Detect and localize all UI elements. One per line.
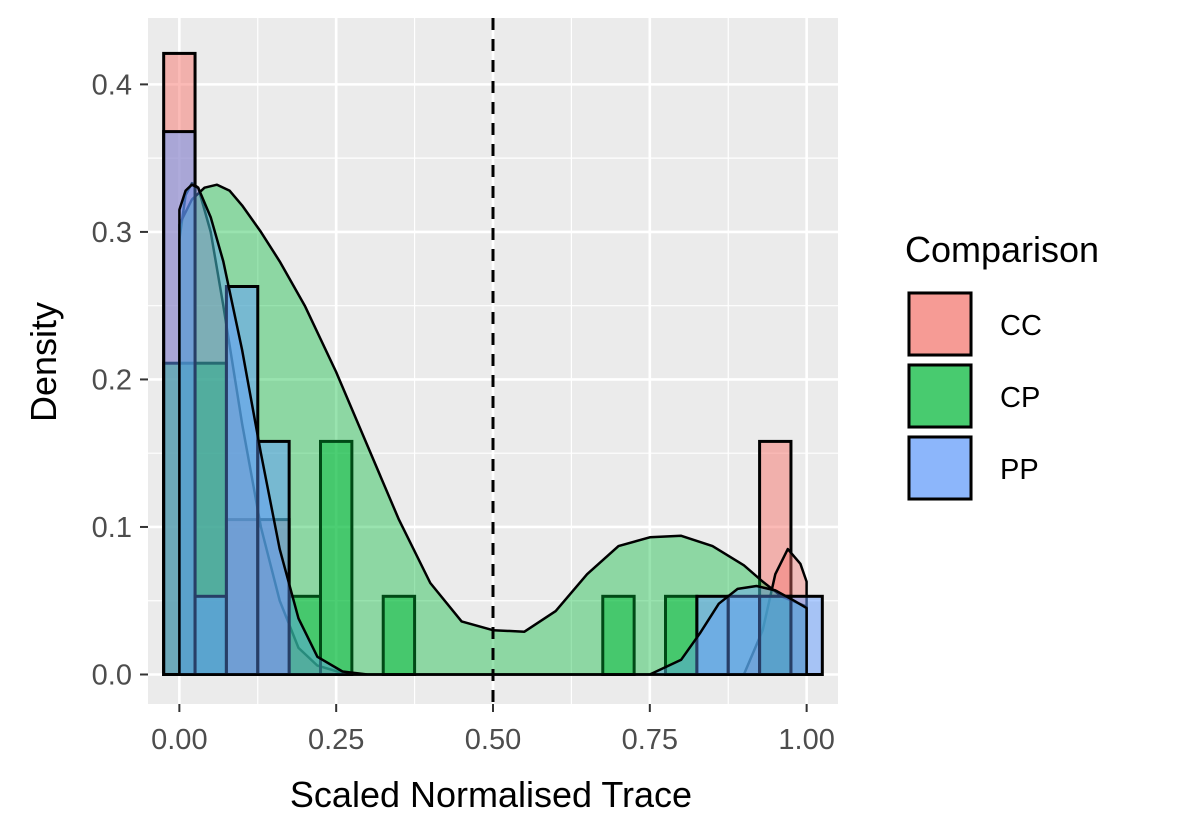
y-tick-label: 0.4 (92, 69, 132, 101)
y-axis-title: Density (23, 302, 64, 422)
bar-pp (726, 594, 762, 676)
density-curve-pp (178, 183, 808, 676)
bar-pp (256, 439, 291, 676)
legend-label-cp: CP (1000, 382, 1040, 414)
x-axis-title: Scaled Normalised Trace (290, 774, 692, 815)
legend-label-pp: PP (1000, 454, 1039, 486)
density-curve-cp (178, 183, 808, 676)
series-pp (162, 130, 824, 676)
bar-cp (319, 439, 354, 676)
y-tick-label: 0.0 (92, 659, 132, 691)
y-tick-label: 0.2 (92, 364, 132, 396)
x-tick-label: 1.00 (778, 724, 834, 756)
legend-label-cc: CC (1000, 310, 1042, 342)
x-tick-label: 0.50 (465, 724, 521, 756)
x-tick-label: 0.25 (308, 724, 364, 756)
bar-pp (193, 594, 228, 676)
y-tick-label: 0.1 (92, 512, 132, 544)
legend-swatch-cp (907, 363, 973, 429)
legend: Comparison CC CP PP (905, 229, 1099, 501)
series-layer (162, 51, 824, 676)
y-axis: 0.0 0.1 0.2 0.3 0.4 (92, 69, 148, 691)
y-tick-label: 0.3 (92, 217, 132, 249)
legend-title: Comparison (905, 229, 1099, 270)
legend-swatch-pp (907, 435, 973, 501)
legend-swatch-cc (907, 291, 973, 357)
x-tick-label: 0.00 (151, 724, 207, 756)
x-tick-label: 0.75 (622, 724, 678, 756)
x-axis: 0.00 0.25 0.50 0.75 1.00 (151, 704, 835, 756)
